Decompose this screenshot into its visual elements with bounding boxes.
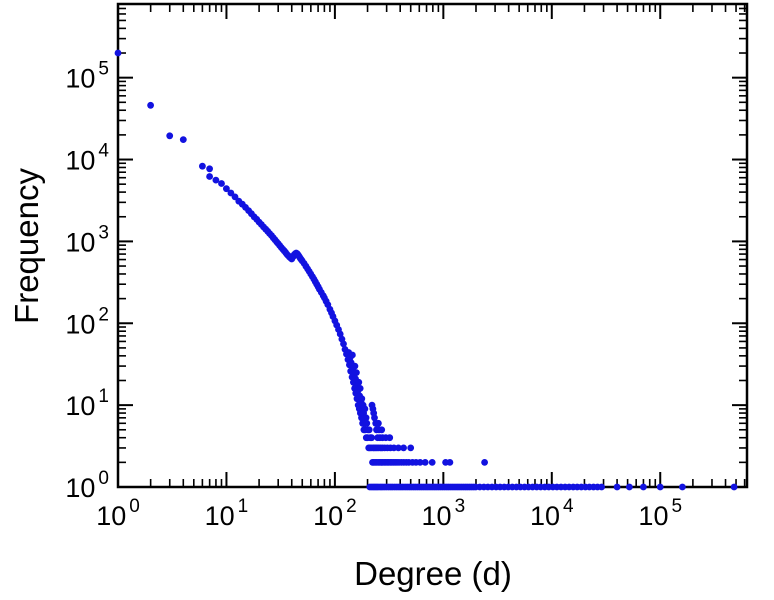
x-axis-label: Degree (d) bbox=[354, 555, 512, 592]
data-point bbox=[395, 444, 402, 452]
data-point bbox=[223, 185, 230, 193]
data-point bbox=[351, 362, 359, 370]
data-point bbox=[199, 162, 206, 170]
y-tick-label: 10 3 bbox=[65, 222, 109, 257]
data-point bbox=[656, 483, 664, 491]
x-tick-label: 10 1 bbox=[205, 496, 249, 531]
y-tick-label: 10 2 bbox=[65, 304, 109, 339]
data-point bbox=[362, 414, 370, 422]
data-point bbox=[147, 101, 155, 109]
y-tick-label: 10 1 bbox=[65, 386, 109, 421]
data-point bbox=[407, 444, 415, 452]
data-point bbox=[368, 401, 376, 409]
y-tick-label: 10 5 bbox=[65, 59, 109, 94]
plot-frame-layer bbox=[116, 2, 749, 489]
data-point bbox=[428, 459, 436, 466]
x-tick-label: 10 2 bbox=[313, 496, 357, 531]
scatter-points-layer bbox=[114, 49, 738, 491]
y-tick-label: 10 4 bbox=[65, 141, 109, 176]
data-point bbox=[679, 483, 686, 491]
data-point bbox=[179, 136, 187, 144]
data-point bbox=[206, 173, 214, 180]
data-point bbox=[212, 176, 220, 184]
x-tick-label: 10 4 bbox=[530, 496, 574, 531]
data-point bbox=[378, 426, 386, 434]
plot-frame bbox=[116, 2, 749, 489]
data-point bbox=[353, 369, 360, 376]
data-point bbox=[613, 483, 621, 491]
data-point bbox=[356, 385, 364, 392]
data-point bbox=[598, 483, 605, 491]
data-point bbox=[386, 434, 394, 442]
data-point bbox=[358, 395, 366, 403]
data-point bbox=[375, 419, 382, 427]
axis-ticks-layer bbox=[117, 4, 747, 488]
tick-labels-layer: 10 0 10 1 10 2 10 3 10 4 10 5 10 0 10 1 10 2 10 3 10 4 10 5 bbox=[65, 59, 682, 531]
data-point bbox=[730, 483, 738, 491]
data-point bbox=[421, 459, 429, 466]
data-point bbox=[218, 180, 225, 187]
data-point bbox=[368, 434, 375, 442]
y-axis-label: Frequency bbox=[8, 168, 45, 324]
data-point bbox=[481, 459, 488, 466]
data-point bbox=[363, 419, 371, 427]
data-point bbox=[626, 483, 633, 491]
data-point bbox=[349, 351, 356, 359]
data-point bbox=[361, 405, 369, 413]
x-tick-label: 10 5 bbox=[638, 496, 682, 531]
data-point bbox=[114, 49, 122, 57]
data-point bbox=[416, 459, 424, 466]
axis-labels-layer: Degree (d) Frequency bbox=[8, 168, 512, 592]
data-point bbox=[446, 459, 454, 466]
data-point bbox=[365, 426, 373, 434]
data-point bbox=[340, 340, 347, 348]
data-point bbox=[355, 378, 363, 386]
data-point bbox=[336, 330, 344, 338]
x-tick-label: 10 3 bbox=[422, 496, 466, 531]
data-point bbox=[166, 132, 174, 140]
data-point bbox=[400, 444, 407, 452]
data-point bbox=[206, 165, 214, 173]
x-tick-label: 10 0 bbox=[96, 496, 140, 531]
y-tick-label: 10 0 bbox=[65, 468, 109, 503]
data-point bbox=[640, 483, 647, 491]
